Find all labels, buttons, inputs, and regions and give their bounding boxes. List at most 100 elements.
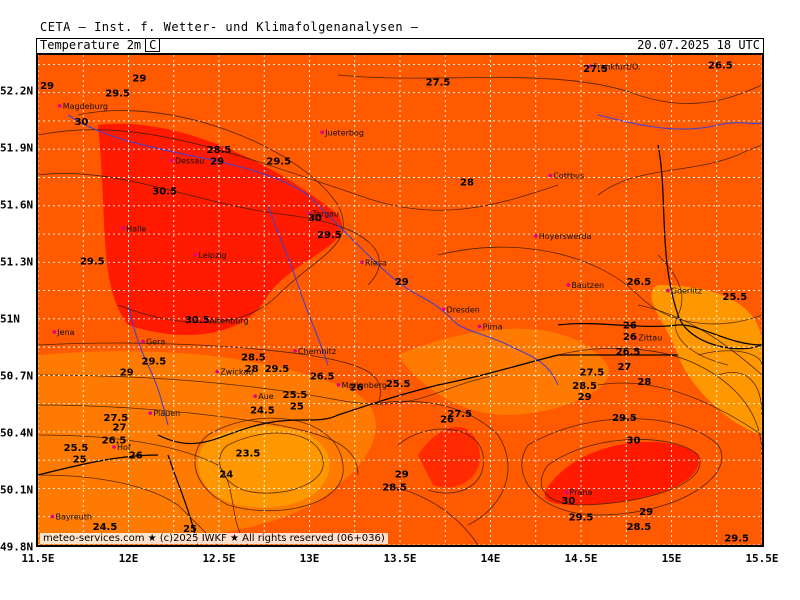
city-marker bbox=[293, 349, 297, 353]
border bbox=[38, 454, 159, 476]
isotherm-value: 30 bbox=[308, 213, 322, 224]
isotherm bbox=[38, 474, 219, 545]
isotherm bbox=[597, 382, 762, 436]
isotherm-value: 26.5 bbox=[708, 60, 733, 71]
isotherm-value: 27.5 bbox=[426, 77, 451, 88]
isotherm-value: 27.5 bbox=[580, 368, 605, 379]
map-canvas: Magdeburg Dessau Jueterbog Frankfurt/O. Cott… bbox=[38, 55, 762, 545]
city-marker bbox=[533, 234, 538, 238]
river bbox=[597, 114, 762, 130]
city-label: Bautzen bbox=[571, 281, 604, 290]
isotherm-value: 26.5 bbox=[616, 347, 641, 358]
isotherm bbox=[38, 404, 359, 476]
isotherm bbox=[387, 484, 479, 545]
city-marker bbox=[666, 288, 670, 293]
latitude-tick-label: 50.7N bbox=[0, 369, 34, 383]
isotherm-value: 29 bbox=[639, 507, 653, 518]
isotherm-value: 29 bbox=[120, 368, 134, 379]
isotherm bbox=[557, 348, 762, 456]
city-marker bbox=[52, 330, 57, 334]
latitude-tick-label: 51.6N bbox=[0, 198, 34, 212]
city-marker bbox=[204, 318, 209, 323]
longitude-tick-label: 11.5E bbox=[21, 552, 55, 565]
isotherm-value: 24.5 bbox=[250, 405, 275, 416]
parameter-name: Temperature 2m bbox=[40, 38, 142, 52]
isotherm bbox=[697, 350, 762, 366]
cool-zone-erzgebirge bbox=[198, 425, 330, 508]
isotherm-value: 26 bbox=[350, 383, 364, 394]
isotherm-value: 23.5 bbox=[236, 449, 261, 460]
isotherm-value: 27.5 bbox=[583, 64, 608, 75]
isotherm-value: 28 bbox=[245, 364, 259, 375]
isotherm bbox=[337, 74, 762, 104]
isotherm-value: 26.5 bbox=[102, 435, 127, 446]
parameter-bar: Temperature 2m C 20.07.2025 18 UTC bbox=[36, 38, 764, 54]
latitude-tick-label: 51N bbox=[0, 312, 20, 326]
city-label: Leipzig bbox=[198, 251, 226, 260]
city-marker bbox=[564, 490, 569, 495]
isotherm-value: 30 bbox=[74, 117, 88, 128]
latitude-tick-label: 52.2N bbox=[0, 84, 34, 98]
longitude-tick-label: 14.5E bbox=[564, 552, 598, 565]
isotherm bbox=[194, 417, 344, 512]
isotherm-value: 24.5 bbox=[93, 522, 118, 533]
city-marker bbox=[441, 307, 446, 312]
isotherm bbox=[38, 129, 559, 211]
isotherm-value: 30 bbox=[561, 496, 575, 507]
city-marker bbox=[307, 211, 312, 216]
longitude-tick-label: 12E bbox=[118, 552, 139, 565]
isotherm-value: 26.5 bbox=[310, 371, 335, 382]
cool-zone-dresden bbox=[398, 328, 609, 415]
border bbox=[657, 144, 762, 350]
city-marker bbox=[548, 173, 553, 178]
border bbox=[157, 354, 678, 445]
city-marker bbox=[121, 226, 125, 231]
city-label: Magdeburg bbox=[63, 102, 108, 111]
river bbox=[267, 204, 329, 366]
city-label: Cottbus bbox=[553, 172, 584, 181]
city-label: Gera bbox=[146, 337, 165, 346]
river bbox=[127, 304, 169, 426]
isotherm-value: 27.5 bbox=[447, 409, 472, 420]
city-marker bbox=[336, 383, 341, 387]
city-marker bbox=[50, 514, 55, 519]
city-marker bbox=[633, 335, 638, 340]
isotherm-value: 25 bbox=[290, 402, 304, 413]
isotherm-value: 27.5 bbox=[103, 413, 128, 424]
city-marker bbox=[193, 252, 198, 257]
city-label: Chemnitz bbox=[298, 347, 336, 356]
river-layer bbox=[67, 114, 762, 426]
isotherm bbox=[437, 246, 762, 325]
city-marker bbox=[566, 283, 571, 287]
isotherm bbox=[637, 304, 762, 376]
isotherm-value: 27 bbox=[617, 362, 631, 373]
longitude-tick-label: 12.5E bbox=[202, 552, 236, 565]
isotherm-value: 25.5 bbox=[723, 292, 748, 303]
isotherm-value: 27 bbox=[112, 422, 126, 433]
isotherm-value: 28 bbox=[637, 377, 651, 388]
longitude-tick-label: 13.5E bbox=[383, 552, 417, 565]
grid-layer bbox=[38, 55, 762, 545]
isotherm-value: 28.5 bbox=[241, 353, 266, 364]
isotherm-value: 29.5 bbox=[317, 230, 342, 241]
isotherm-value: 28.5 bbox=[382, 483, 407, 494]
isotherm-value: 26 bbox=[623, 332, 637, 343]
city-marker bbox=[588, 64, 592, 69]
temperature-map[interactable]: Magdeburg Dessau Jueterbog Frankfurt/O. Cott… bbox=[36, 53, 764, 547]
isotherm-value: 29 bbox=[395, 277, 409, 288]
city-marker bbox=[141, 339, 145, 344]
city-label: Riesa bbox=[365, 258, 387, 267]
city-marker bbox=[253, 394, 257, 398]
city-label: Hof bbox=[117, 443, 131, 452]
isotherm bbox=[38, 374, 499, 405]
latitude-tick-label: 49.8N bbox=[0, 540, 34, 554]
isotherm bbox=[597, 144, 762, 196]
city-marker bbox=[57, 104, 62, 108]
city-label: Jueterbog bbox=[324, 128, 364, 137]
hot-zone-leipzig bbox=[98, 123, 342, 335]
city-marker bbox=[112, 445, 116, 449]
isotherm-value: 28.5 bbox=[572, 381, 597, 392]
city-label: Pirna bbox=[483, 322, 503, 331]
city-label: Aue bbox=[258, 392, 274, 401]
isotherm bbox=[219, 432, 324, 494]
